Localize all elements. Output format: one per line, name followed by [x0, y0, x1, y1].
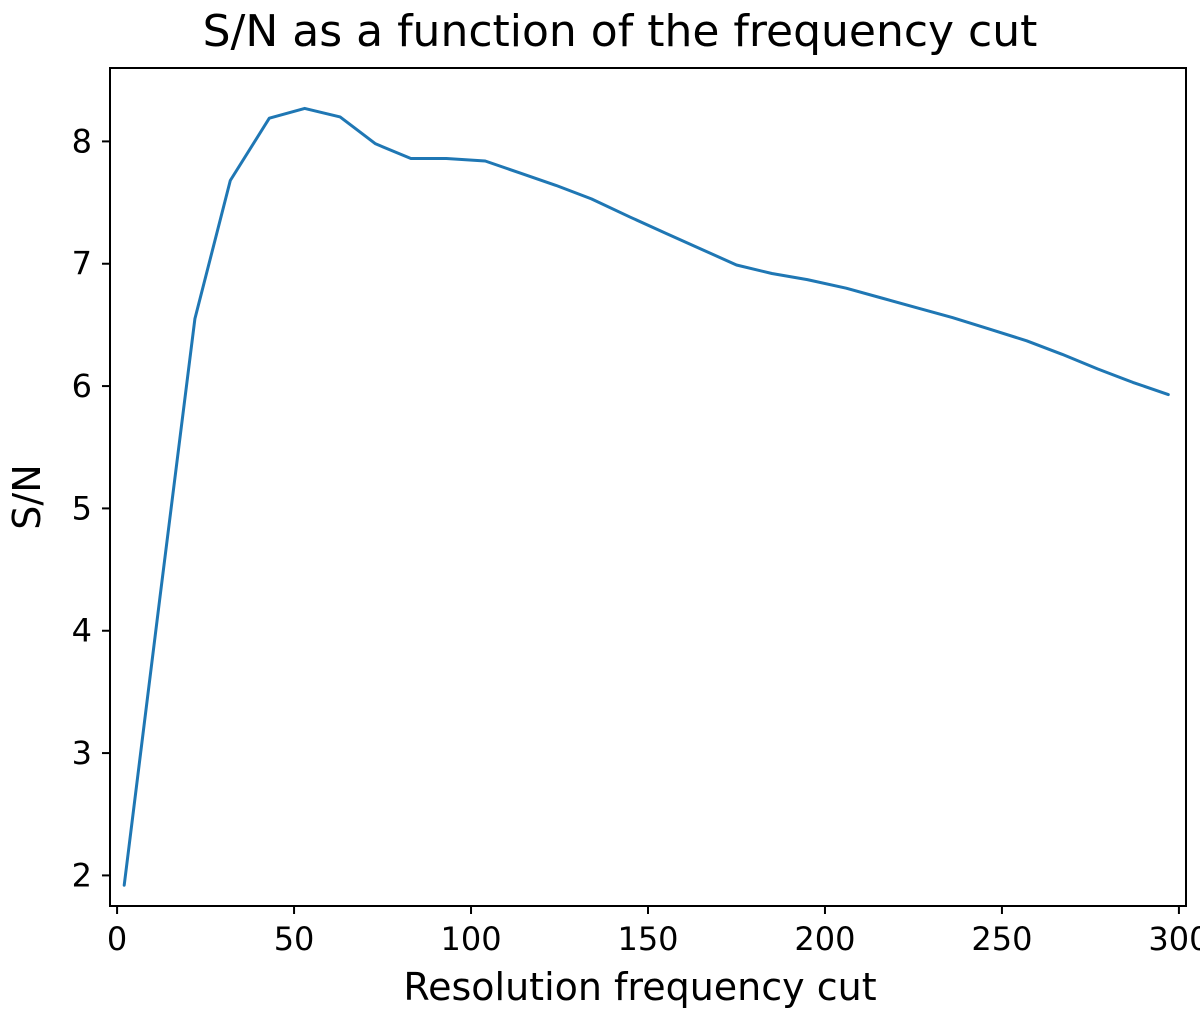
y-axis-label: S/N — [5, 464, 49, 529]
x-tick-label: 100 — [440, 920, 501, 958]
y-tick-label: 8 — [72, 122, 92, 160]
plot-area — [122, 106, 1170, 887]
x-axis: 0 50 100 150 200 250 300 — [107, 906, 1200, 958]
y-tick-label: 4 — [72, 612, 92, 650]
x-tick-label: 300 — [1148, 920, 1200, 958]
x-tick-label: 0 — [107, 920, 127, 958]
chart-title: S/N as a function of the frequency cut — [203, 6, 1038, 57]
y-tick-label: 7 — [72, 245, 92, 283]
y-tick-label: 6 — [72, 367, 92, 405]
y-tick-label: 2 — [72, 856, 92, 894]
x-tick-label: 250 — [971, 920, 1032, 958]
y-tick-label: 5 — [72, 489, 92, 527]
y-tick-label: 3 — [72, 734, 92, 772]
x-tick-label: 50 — [274, 920, 315, 958]
series-line — [122, 106, 1170, 887]
x-axis-label: Resolution frequency cut — [403, 965, 876, 1009]
y-axis: 2 3 4 5 6 7 8 — [72, 122, 110, 894]
x-tick-label: 200 — [794, 920, 855, 958]
x-tick-label: 150 — [617, 920, 678, 958]
